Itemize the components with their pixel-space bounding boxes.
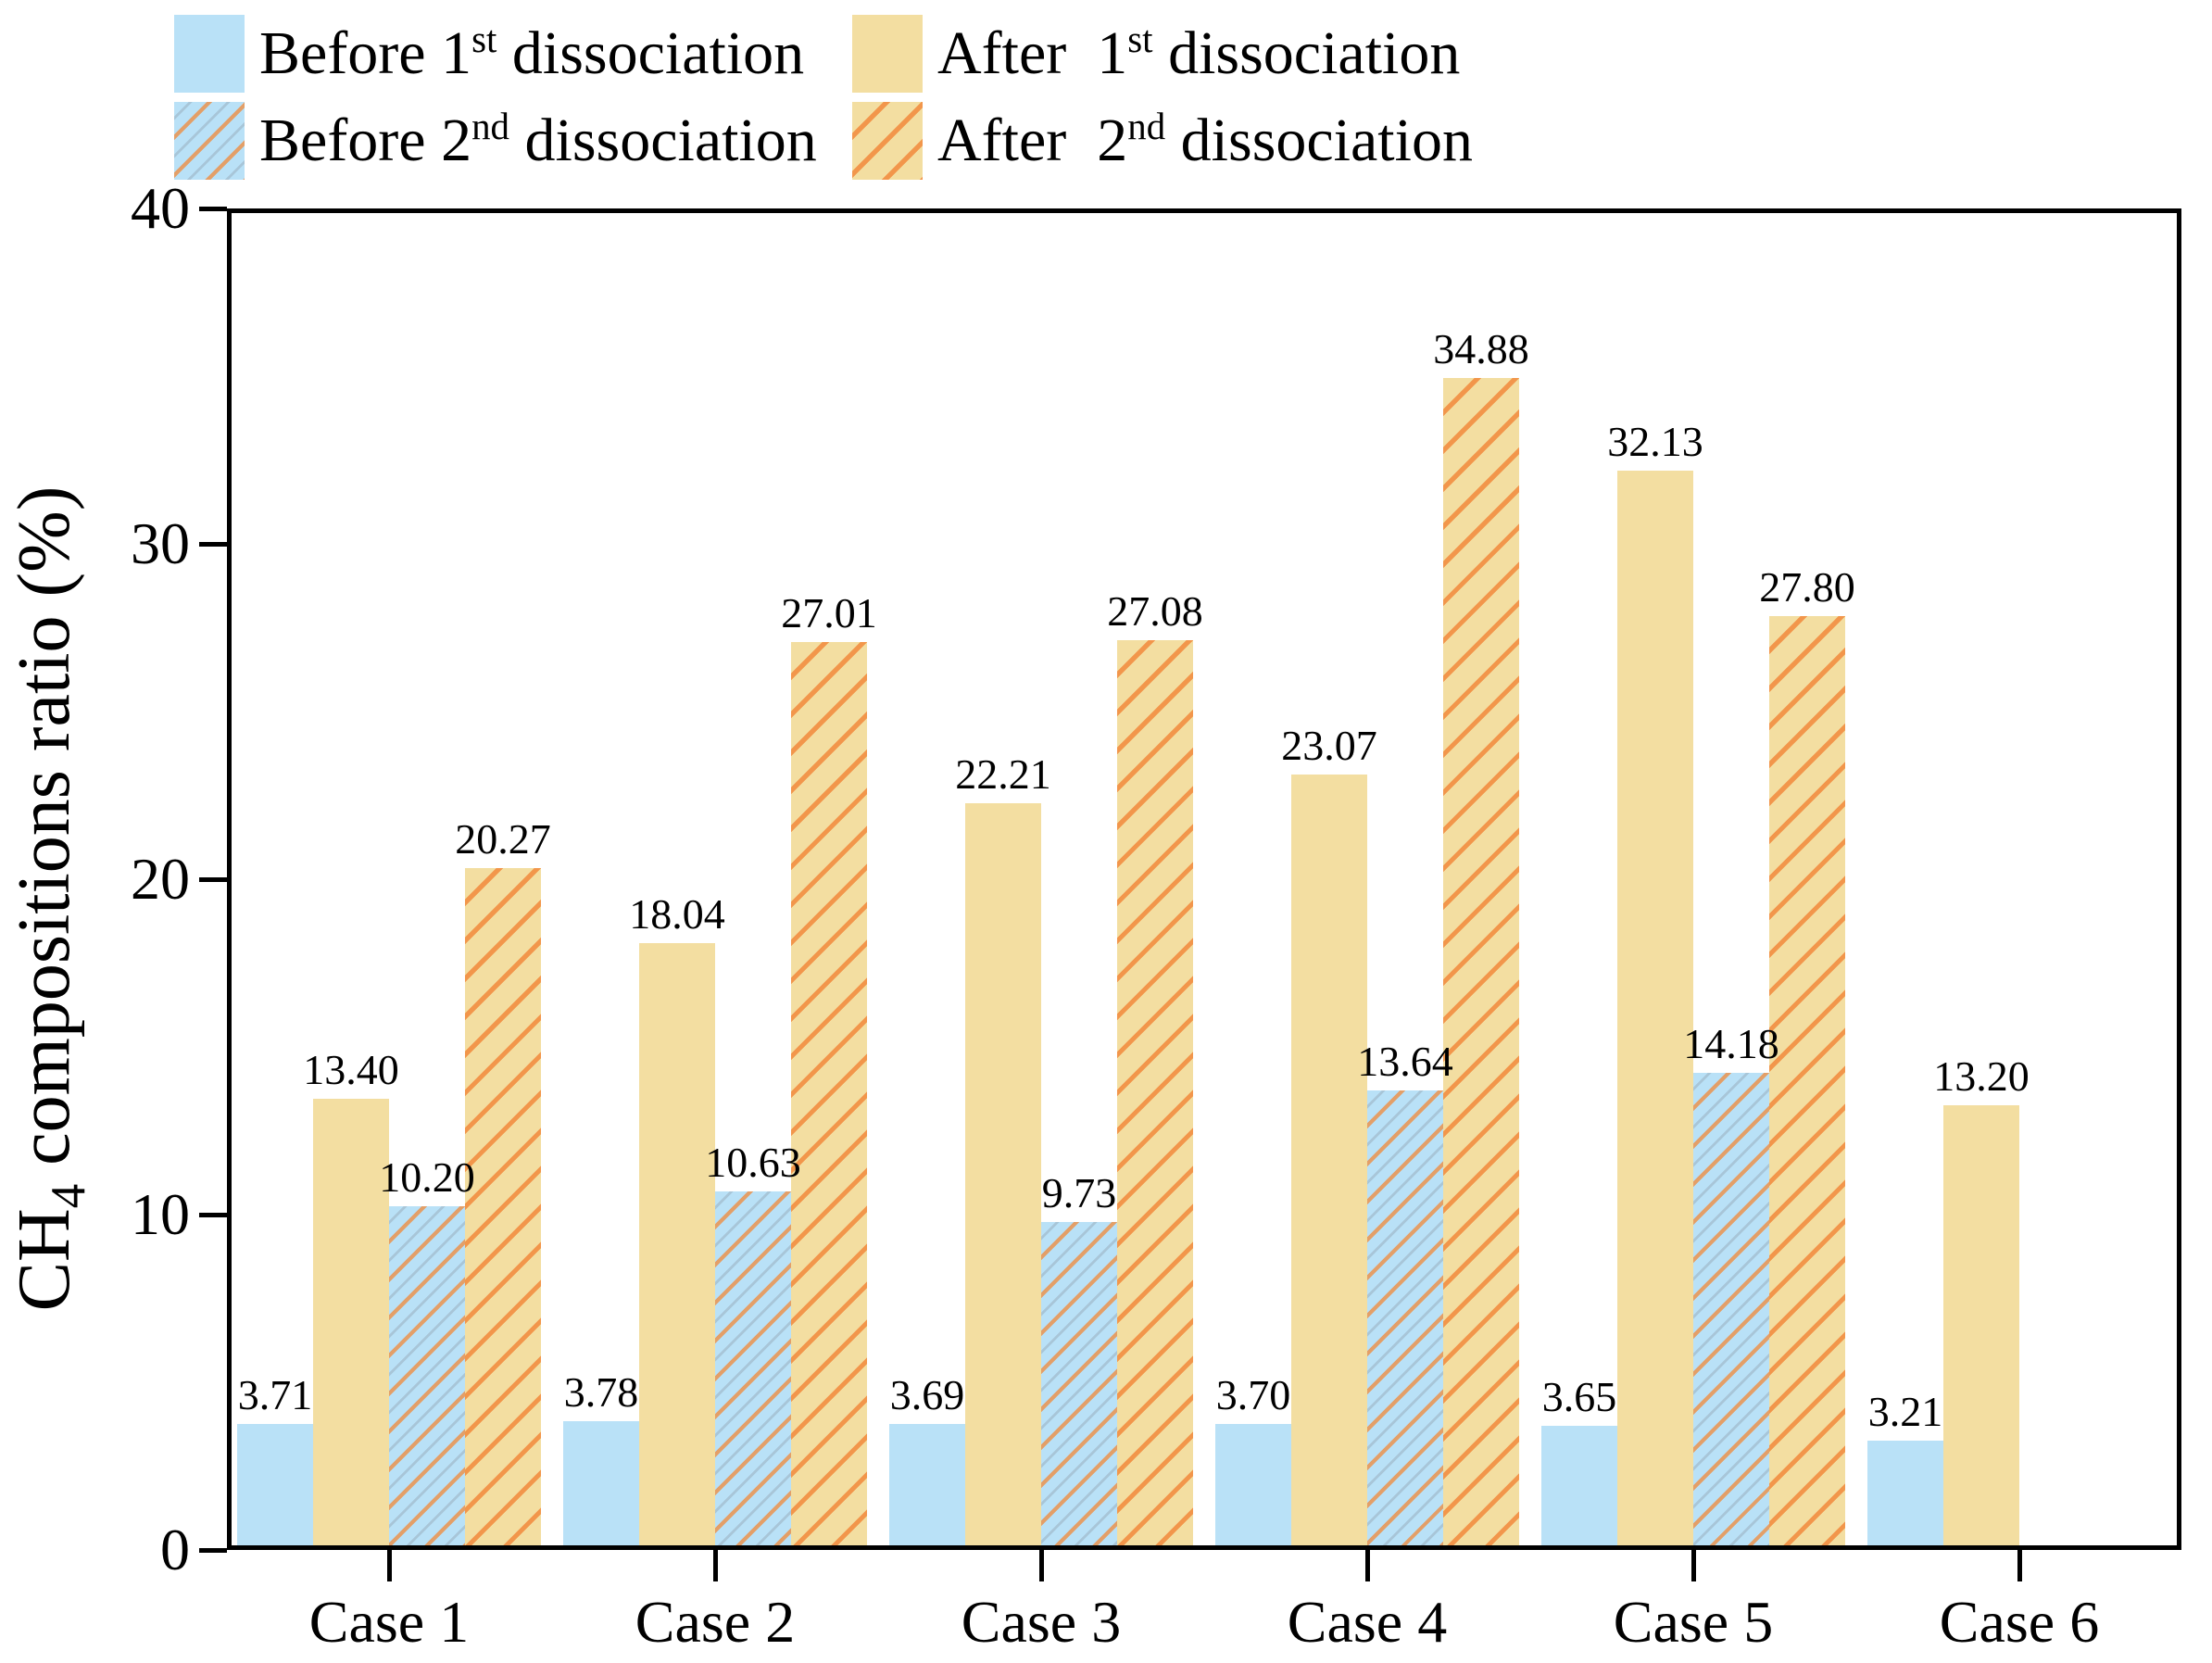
x-axis-tick — [712, 1550, 718, 1581]
bar-value-label: 20.27 — [455, 815, 551, 863]
y-axis-tick — [199, 1212, 227, 1217]
bar-case3-blue-hatched — [1041, 1222, 1117, 1548]
bar-case5-tan-hatched — [1769, 616, 1845, 1548]
bar-value-label: 3.70 — [1215, 1371, 1291, 1418]
y-axis-tick-label: 40 — [131, 175, 190, 241]
x-axis-category-label: Case 3 — [961, 1589, 1122, 1655]
x-axis-category-label: Case 2 — [635, 1589, 796, 1655]
x-axis-tick — [1690, 1550, 1696, 1581]
x-axis-category-label: Case 6 — [1939, 1589, 2100, 1655]
bar-value-label: 22.21 — [955, 750, 1051, 798]
x-axis-tick — [2017, 1550, 2022, 1581]
legend-label-before-1st: Before 1st dissociation — [259, 19, 805, 87]
bar-value-label: 23.07 — [1281, 722, 1377, 769]
bar-case6-tan-solid — [1943, 1105, 2019, 1548]
bar-value-label: 27.08 — [1107, 587, 1203, 635]
bar-value-label: 3.21 — [1867, 1388, 1943, 1435]
bar-value-label: 13.20 — [1933, 1052, 2030, 1100]
x-axis-tick — [1364, 1550, 1370, 1581]
bar-value-label: 10.63 — [705, 1139, 801, 1186]
legend-swatch-before-1st — [174, 15, 245, 93]
y-axis-tick-label: 30 — [131, 510, 190, 576]
y-axis-tick-label: 0 — [160, 1517, 190, 1582]
bar-case4-blue-solid — [1215, 1424, 1291, 1548]
y-axis-tick — [199, 1547, 227, 1553]
bar-case4-blue-hatched — [1367, 1090, 1443, 1548]
bar-value-label: 27.80 — [1759, 563, 1855, 611]
bar-case3-tan-hatched — [1117, 640, 1193, 1548]
x-axis-category-label: Case 4 — [1287, 1589, 1448, 1655]
bar-value-label: 3.65 — [1541, 1373, 1617, 1420]
legend-label-after-1st: After 1st dissociation — [937, 19, 1461, 87]
bar-value-label: 3.78 — [563, 1368, 639, 1416]
bar-value-label: 18.04 — [629, 890, 725, 938]
x-axis-tick — [386, 1550, 392, 1581]
bar-case5-blue-solid — [1541, 1426, 1617, 1548]
bar-case4-tan-solid — [1291, 775, 1367, 1548]
legend-swatch-after-2nd — [852, 102, 923, 180]
bar-value-label: 13.64 — [1357, 1038, 1453, 1085]
legend-item-after-2nd: After 2nd dissociation — [852, 102, 1473, 180]
bar-case3-tan-solid — [965, 803, 1041, 1548]
bar-value-label: 32.13 — [1607, 418, 1703, 465]
bar-case1-blue-solid — [237, 1424, 313, 1548]
bar-case1-blue-hatched — [389, 1206, 465, 1548]
bar-case5-tan-solid — [1617, 471, 1693, 1548]
bar-case5-blue-hatched — [1693, 1073, 1769, 1548]
x-axis-tick — [1038, 1550, 1044, 1581]
legend-swatch-before-2nd — [174, 102, 245, 180]
bar-case2-blue-hatched — [715, 1191, 791, 1548]
y-axis-tick — [199, 876, 227, 882]
x-axis-category-label: Case 5 — [1613, 1589, 1774, 1655]
bar-value-label: 3.71 — [237, 1371, 313, 1418]
bar-value-label: 34.88 — [1433, 325, 1529, 372]
bar-case3-blue-solid — [889, 1424, 965, 1548]
bar-case1-tan-solid — [313, 1099, 389, 1548]
bar-value-label: 13.40 — [303, 1046, 399, 1093]
legend-swatch-after-1st — [852, 15, 923, 93]
bar-case2-blue-solid — [563, 1421, 639, 1548]
y-axis-tick-label: 10 — [131, 1181, 190, 1247]
legend-item-after-1st: After 1st dissociation — [852, 15, 1460, 93]
x-axis-category-label: Case 1 — [308, 1589, 470, 1655]
legend-label-before-2nd: Before 2nd dissociation — [259, 106, 817, 174]
bar-value-label: 3.69 — [889, 1371, 965, 1418]
y-axis-tick — [199, 541, 227, 547]
legend-label-after-2nd: After 2nd dissociation — [937, 106, 1473, 174]
legend-item-before-2nd: Before 2nd dissociation — [174, 102, 817, 180]
bar-value-label: 9.73 — [1041, 1169, 1117, 1216]
y-axis-tick-label: 20 — [131, 846, 190, 912]
bar-value-label: 14.18 — [1683, 1020, 1779, 1067]
bar-case2-tan-hatched — [791, 642, 867, 1548]
legend-item-before-1st: Before 1st dissociation — [174, 15, 804, 93]
bar-case1-tan-hatched — [465, 868, 541, 1548]
bar-case4-tan-hatched — [1443, 378, 1519, 1548]
bar-case6-blue-solid — [1867, 1441, 1943, 1548]
bar-value-label: 10.20 — [379, 1153, 475, 1201]
bar-value-label: 27.01 — [781, 589, 877, 636]
y-axis-tick — [199, 206, 227, 211]
bar-case2-tan-solid — [639, 943, 715, 1548]
